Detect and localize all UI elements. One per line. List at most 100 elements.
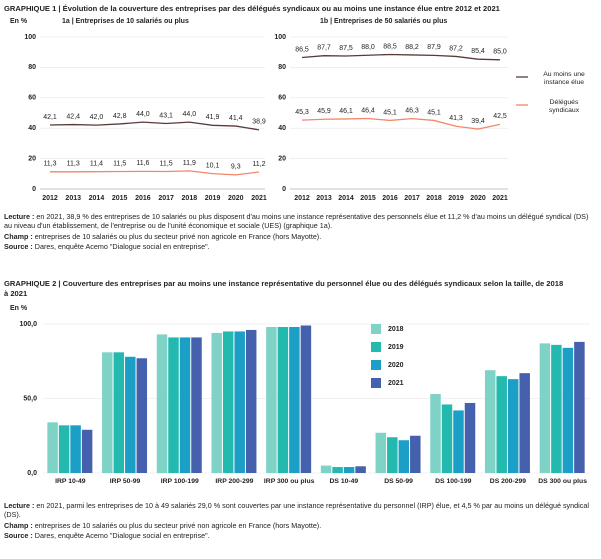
x-tick-label: DS 200-299	[489, 478, 527, 485]
value-label: 85,0	[493, 49, 507, 56]
label: Lecture :	[4, 501, 35, 510]
text: Dares, enquête Acemo "Dialogue social en…	[34, 242, 210, 251]
legend-label: 2019	[388, 344, 404, 351]
y-tick-label: 40	[28, 125, 36, 132]
bar	[441, 404, 453, 473]
bar	[343, 467, 355, 473]
bar	[507, 379, 519, 473]
bar	[211, 332, 222, 473]
bar	[387, 437, 398, 473]
legend-label: 2018	[388, 326, 404, 333]
bar	[300, 325, 312, 473]
y-tick-label: 20	[278, 155, 286, 162]
y-tick-label: 50,0	[23, 395, 37, 402]
value-label: 45,1	[383, 109, 397, 116]
bar	[562, 347, 574, 473]
bar	[266, 326, 277, 473]
x-tick-label: IRP 300 ou plus	[263, 478, 315, 485]
lecture: Lecture : en 2021, 38,9 % des entreprise…	[4, 212, 597, 230]
line	[301, 117, 501, 130]
x-tick-label: IRP 200-299	[215, 478, 254, 485]
x-tick-label: 2014	[89, 195, 105, 202]
bar	[125, 356, 136, 473]
bar	[70, 425, 81, 473]
text: en 2021, parmi les entreprises de 10 à 4…	[4, 501, 589, 519]
y-tick-label: 60	[278, 95, 286, 102]
line	[301, 53, 501, 61]
graphique-2-title: GRAPHIQUE 2 | Couverture des entreprises…	[4, 279, 564, 298]
line	[50, 170, 260, 176]
bar	[113, 352, 125, 473]
bar	[81, 429, 93, 473]
value-label: 86,5	[295, 46, 309, 53]
label: Source :	[4, 242, 33, 251]
x-tick-label: DS 300 ou plus	[538, 478, 587, 485]
x-tick-label: 2017	[404, 195, 420, 202]
source: Source : Dares, enquête Acemo "Dialogue …	[4, 531, 597, 540]
value-label: 44,0	[183, 111, 197, 118]
y-tick-label: 0	[32, 186, 36, 193]
x-tick-label: 2020	[228, 195, 244, 202]
bar	[222, 331, 234, 473]
line	[49, 121, 260, 131]
value-label: 41,9	[206, 114, 220, 121]
bar	[484, 370, 496, 473]
chart-title: 1a | Entreprises de 10 salariés ou plus	[62, 18, 189, 25]
x-tick-label: IRP 100-199	[160, 478, 199, 485]
text: entreprises de 10 salariés ou plus du se…	[34, 232, 322, 241]
bar	[320, 465, 332, 473]
value-label: 42,8	[113, 113, 127, 120]
legend-label: Au moins une instance élue	[543, 71, 585, 86]
bar	[398, 440, 410, 473]
x-tick-label: 2018	[426, 195, 442, 202]
x-tick-label: 2015	[112, 195, 128, 202]
graphique-1-title: GRAPHIQUE 1 | Évolution de la couverture…	[4, 4, 500, 13]
value-label: 11,5	[160, 160, 173, 167]
y-tick-label: 100	[24, 34, 36, 41]
bar	[245, 329, 257, 473]
bar	[519, 373, 530, 473]
bar	[464, 402, 476, 473]
value-label: 10,1	[206, 162, 220, 169]
bar	[179, 337, 191, 473]
x-tick-label: 2021	[251, 195, 267, 202]
bar	[102, 352, 113, 473]
value-label: 11,5	[113, 160, 126, 167]
label: Champ :	[4, 232, 33, 241]
value-label: 42,5	[493, 113, 507, 120]
value-label: 11,6	[136, 160, 149, 167]
y-axis-label: En %	[10, 305, 28, 312]
value-label: 46,3	[405, 107, 419, 114]
value-label: 42,4	[66, 113, 80, 120]
x-tick-label: DS 10-49	[329, 478, 359, 485]
value-label: 46,1	[339, 108, 353, 115]
x-tick-label: 2019	[205, 195, 221, 202]
x-tick-label: IRP 10-49	[55, 478, 86, 485]
y-tick-label: 80	[278, 64, 286, 71]
x-tick-label: 2014	[338, 195, 354, 202]
label: Lecture :	[4, 212, 35, 221]
y-tick-label: 20	[28, 155, 36, 162]
source: Source : Dares, enquête Acemo "Dialogue …	[4, 242, 597, 251]
bar	[47, 422, 58, 473]
x-tick-label: 2017	[158, 195, 174, 202]
label: Champ :	[4, 521, 33, 530]
bar	[574, 341, 585, 473]
value-label: 41,3	[449, 115, 463, 122]
bar	[551, 344, 562, 473]
value-label: 11,3	[67, 161, 80, 168]
x-tick-label: 2019	[448, 195, 464, 202]
x-tick-label: 2012	[42, 195, 58, 202]
bar	[168, 337, 179, 473]
value-label: 45,9	[317, 108, 331, 115]
value-label: 11,9	[183, 160, 196, 167]
x-tick-label: DS 50-99	[384, 478, 413, 485]
value-label: 85,4	[471, 48, 485, 55]
value-label: 43,1	[159, 112, 173, 119]
value-label: 88,5	[383, 43, 397, 50]
value-label: 9,3	[231, 164, 241, 171]
value-label: 11,2	[252, 161, 265, 168]
x-tick-label: 2018	[182, 195, 198, 202]
legend-swatch	[371, 360, 381, 370]
